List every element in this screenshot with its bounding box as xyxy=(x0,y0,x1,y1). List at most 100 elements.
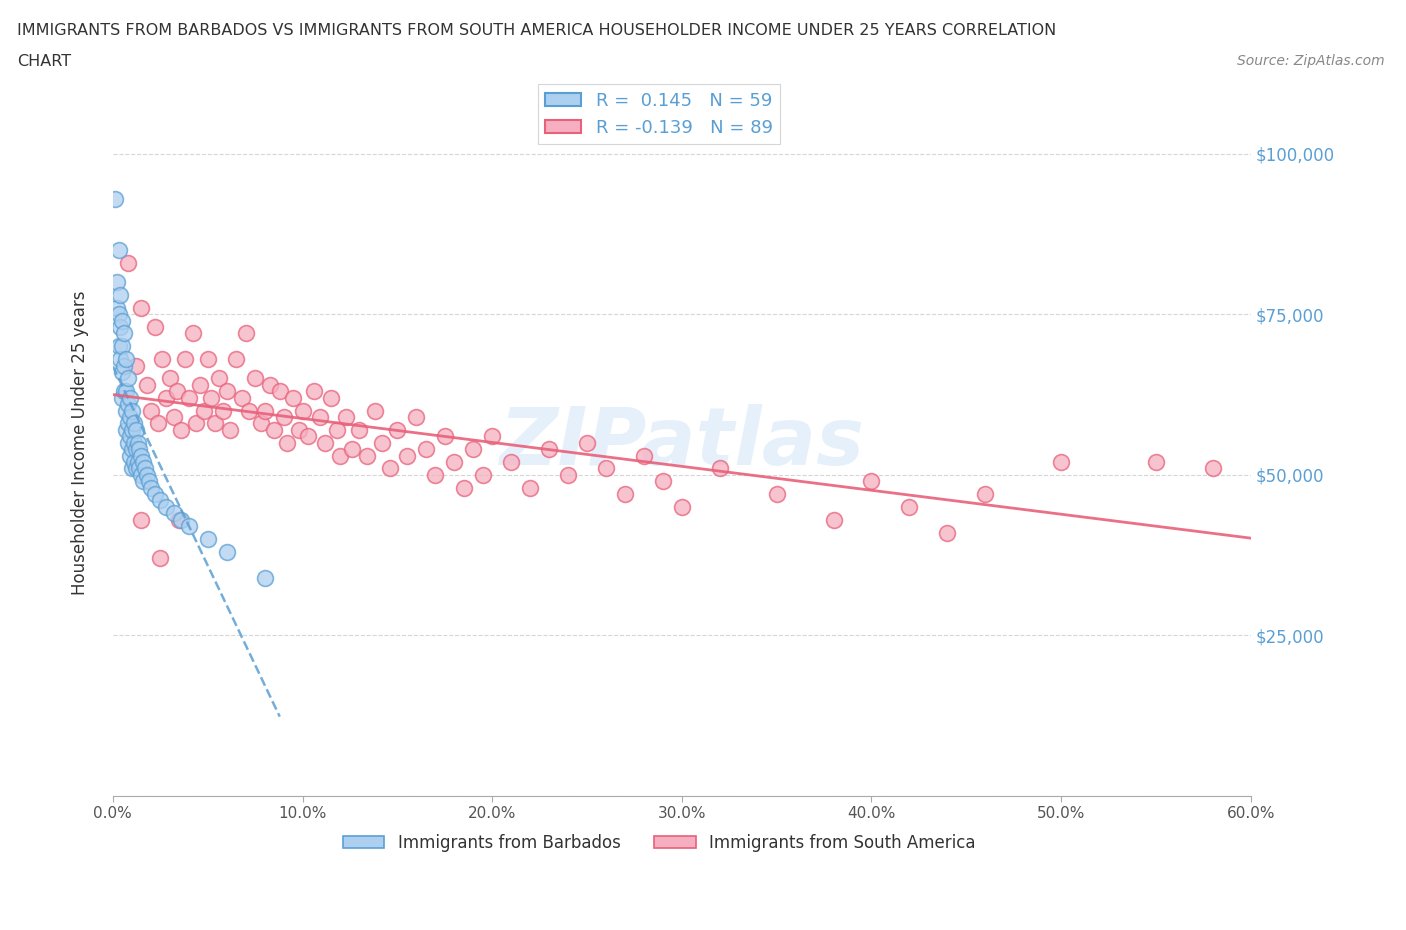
Point xyxy=(111,339,134,353)
Point xyxy=(302,384,325,399)
Point xyxy=(200,391,222,405)
Point xyxy=(139,403,162,418)
Point xyxy=(253,570,276,585)
Point xyxy=(121,442,143,457)
Point xyxy=(112,326,135,341)
Point xyxy=(319,391,342,405)
Point xyxy=(249,416,271,431)
Point xyxy=(177,391,200,405)
Point xyxy=(243,371,266,386)
Point xyxy=(132,473,155,488)
Point xyxy=(325,422,347,437)
Point xyxy=(129,300,152,315)
Point xyxy=(395,448,418,463)
Point xyxy=(340,442,363,457)
Point xyxy=(170,512,193,527)
Point xyxy=(118,409,141,424)
Point xyxy=(122,455,145,470)
Point xyxy=(110,320,132,335)
Point xyxy=(129,468,152,483)
Point xyxy=(433,429,456,444)
Point xyxy=(481,429,503,444)
Point xyxy=(291,403,314,418)
Point xyxy=(136,468,159,483)
Point xyxy=(138,473,160,488)
Point xyxy=(215,544,238,559)
Point xyxy=(129,448,152,463)
Point xyxy=(238,403,260,418)
Point xyxy=(127,435,149,450)
Point xyxy=(122,416,145,431)
Text: Source: ZipAtlas.com: Source: ZipAtlas.com xyxy=(1237,54,1385,68)
Point xyxy=(136,378,159,392)
Point xyxy=(117,397,139,412)
Text: ZIPatlas: ZIPatlas xyxy=(499,404,865,482)
Point xyxy=(181,326,204,341)
Point xyxy=(308,409,330,424)
Point xyxy=(765,486,787,501)
Point xyxy=(124,422,146,437)
Point xyxy=(215,384,238,399)
Point xyxy=(671,499,693,514)
Point xyxy=(538,442,561,457)
Point xyxy=(936,525,959,540)
Point xyxy=(1050,455,1073,470)
Point xyxy=(974,486,997,501)
Point xyxy=(276,435,298,450)
Point xyxy=(129,512,152,527)
Point xyxy=(121,422,143,437)
Point xyxy=(208,371,231,386)
Point xyxy=(159,371,181,386)
Point xyxy=(162,506,184,521)
Point xyxy=(117,416,139,431)
Point xyxy=(453,480,475,495)
Point xyxy=(463,442,485,457)
Point xyxy=(115,422,138,437)
Point xyxy=(117,256,139,271)
Y-axis label: Householder Income Under 25 years: Householder Income Under 25 years xyxy=(72,290,89,595)
Point xyxy=(149,551,172,565)
Point xyxy=(110,287,132,302)
Point xyxy=(378,461,401,476)
Point xyxy=(297,429,319,444)
Point xyxy=(225,352,247,366)
Point xyxy=(118,391,141,405)
Point xyxy=(269,384,291,399)
Point xyxy=(111,313,134,328)
Point xyxy=(121,461,143,476)
Point xyxy=(501,455,523,470)
Point xyxy=(170,422,193,437)
Point xyxy=(595,461,617,476)
Point xyxy=(132,455,155,470)
Point xyxy=(471,468,494,483)
Point xyxy=(197,532,219,547)
Point xyxy=(166,384,188,399)
Point xyxy=(127,455,149,470)
Point xyxy=(149,493,172,508)
Point xyxy=(231,391,253,405)
Point xyxy=(155,499,177,514)
Point xyxy=(519,480,541,495)
Point xyxy=(387,422,409,437)
Point xyxy=(111,391,134,405)
Point xyxy=(860,473,883,488)
Point xyxy=(115,352,138,366)
Point xyxy=(117,371,139,386)
Point xyxy=(107,339,129,353)
Point xyxy=(155,391,177,405)
Point xyxy=(273,409,295,424)
Point xyxy=(177,519,200,534)
Point xyxy=(105,274,128,289)
Point xyxy=(121,403,143,418)
Point xyxy=(287,422,309,437)
Text: IMMIGRANTS FROM BARBADOS VS IMMIGRANTS FROM SOUTH AMERICA HOUSEHOLDER INCOME UND: IMMIGRANTS FROM BARBADOS VS IMMIGRANTS F… xyxy=(17,23,1056,38)
Point xyxy=(709,461,731,476)
Point xyxy=(557,468,579,483)
Point xyxy=(613,486,636,501)
Point xyxy=(211,403,233,418)
Point xyxy=(115,384,138,399)
Point xyxy=(329,448,352,463)
Point xyxy=(112,384,135,399)
Point xyxy=(143,486,166,501)
Point xyxy=(110,352,132,366)
